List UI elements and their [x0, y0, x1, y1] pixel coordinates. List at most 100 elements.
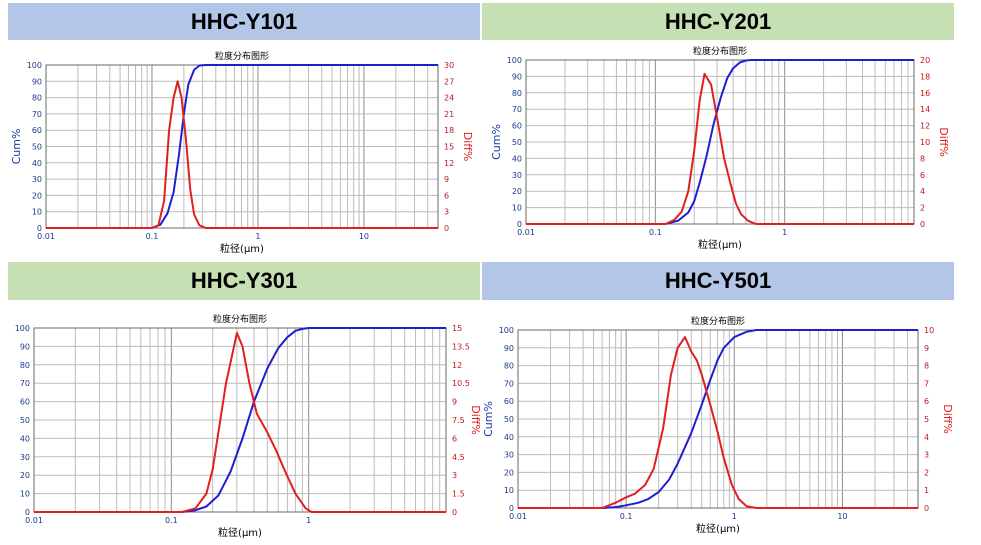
y2-tick-label: 6 [452, 434, 457, 443]
y2-tick-label: 21 [444, 110, 454, 119]
y-tick-label: 70 [32, 110, 42, 119]
y2-tick-label: 15 [452, 324, 462, 333]
chart-title: 粒度分布图形 [691, 315, 745, 327]
y2-tick-label: 1 [924, 486, 929, 495]
x-axis-label: 粒径(μm) [696, 522, 740, 535]
y-tick-label: 30 [32, 175, 42, 184]
x-tick-label: 1 [732, 512, 737, 521]
y2-tick-label: 13.5 [452, 342, 470, 351]
y-tick-label: 20 [512, 187, 522, 196]
chart-hhc-y501: 0 10 20 30 40 50 60 70 80 90 100 0 1 2 3 4 5 6 7 8 9 10 0.01 0.… [482, 315, 954, 535]
y-tick-label: 80 [504, 362, 514, 371]
y2-tick-label: 2 [920, 204, 925, 213]
panel-header: HHC-Y501 [482, 262, 954, 300]
y-tick-label: 20 [20, 471, 30, 480]
y2-tick-label: 12 [452, 361, 462, 370]
y-tick-label: 0 [509, 504, 514, 513]
y-tick-label: 20 [504, 468, 514, 477]
y-tick-label: 30 [512, 171, 522, 180]
y2-tick-label: 8 [920, 154, 925, 163]
y-axis-label: Cum% [10, 129, 23, 165]
x-tick-label: 0.01 [509, 512, 527, 521]
y2-tick-label: 16 [920, 89, 930, 98]
y-tick-label: 90 [504, 344, 514, 353]
panel-hhc-y201: HHC-Y201 0 10 20 30 40 50 60 70 80 90 100 0 2 4 6 8 10 12… [482, 3, 954, 261]
y-tick-label: 40 [20, 434, 30, 443]
y2-tick-label: 3 [444, 208, 449, 217]
y-tick-label: 10 [512, 204, 522, 213]
y-tick-label: 80 [20, 361, 30, 370]
panel-hhc-y301: HHC-Y301 0 10 20 30 40 50 60 70 80 90 100 0 1.5 3 4.5 6… [8, 262, 480, 545]
panel-hhc-y101: HHC-Y101 0 10 20 30 40 50 60 70 80 90 100 0 3 6 9 12 15 1… [8, 3, 480, 261]
y-tick-label: 50 [512, 138, 522, 147]
y-tick-label: 0 [25, 508, 30, 517]
y-tick-label: 60 [512, 122, 522, 131]
y-tick-label: 30 [504, 451, 514, 460]
y2-tick-label: 3 [452, 471, 457, 480]
y-tick-label: 60 [504, 397, 514, 406]
diff-percent-line [34, 331, 446, 513]
y2-tick-label: 20 [920, 56, 930, 65]
y2-tick-label: 14 [920, 105, 930, 114]
y-tick-label: 40 [504, 433, 514, 442]
x-tick-label: 0.1 [146, 232, 159, 241]
chart-title: 粒度分布图形 [215, 50, 269, 62]
x-tick-label: 1 [306, 516, 311, 525]
y2-tick-label: 8 [924, 362, 929, 371]
y2-tick-label: 2 [924, 468, 929, 477]
y2-tick-label: 27 [444, 77, 454, 86]
cum-percent-line [526, 59, 914, 225]
panel-header: HHC-Y101 [8, 3, 480, 40]
y2-tick-label: 6 [924, 397, 929, 406]
chart-hhc-y201: 0 10 20 30 40 50 60 70 80 90 100 0 2 4 6 8 10 12 14 16 18 20 0… [490, 45, 950, 251]
x-tick-label: 0.01 [25, 516, 43, 525]
x-axis-label: 粒径(μm) [698, 238, 742, 251]
y-tick-label: 20 [32, 191, 42, 200]
diff-percent-line [526, 72, 914, 225]
y-tick-label: 40 [32, 159, 42, 168]
y-tick-label: 30 [20, 453, 30, 462]
plot-frame [33, 327, 447, 513]
y-tick-label: 90 [32, 77, 42, 86]
y2-tick-label: 4 [920, 187, 925, 196]
x-tick-label: 0.01 [37, 232, 55, 241]
chart-hhc-y101: 0 10 20 30 40 50 60 70 80 90 100 0 3 6 9 12 15 18 21 24 27 30… [10, 50, 474, 255]
y-tick-label: 0 [37, 224, 42, 233]
y-axis-label: Cum% [8, 402, 11, 438]
y2-tick-label: 9 [452, 398, 457, 407]
y-tick-label: 70 [504, 379, 514, 388]
x-tick-label: 1 [255, 232, 260, 241]
plot-frame [525, 59, 915, 225]
y2-tick-label: 24 [444, 94, 454, 103]
y2-tick-label: 15 [444, 143, 454, 152]
cum-percent-line [518, 329, 918, 509]
y2-tick-label: 4.5 [452, 453, 465, 462]
y-tick-label: 50 [32, 143, 42, 152]
y2-tick-label: 9 [444, 175, 449, 184]
x-tick-label: 10 [837, 512, 847, 521]
y-tick-label: 100 [507, 56, 522, 65]
y2-tick-label: 4 [924, 433, 929, 442]
chart-hhc-y301: 0 10 20 30 40 50 60 70 80 90 100 0 1.5 3 4.5 6 7.5 9 10.5 1… [8, 313, 480, 539]
chart-title: 粒度分布图形 [693, 45, 747, 57]
y-tick-label: 60 [20, 398, 30, 407]
x-axis-label: 粒径(μm) [220, 242, 264, 255]
y2-tick-label: 9 [924, 344, 929, 353]
y2-tick-label: 10.5 [452, 379, 470, 388]
x-tick-label: 0.1 [165, 516, 178, 525]
y2-tick-label: 12 [920, 122, 930, 131]
y2-tick-label: 0 [920, 220, 925, 229]
y-tick-label: 70 [20, 379, 30, 388]
y2-tick-label: 18 [444, 126, 454, 135]
y-tick-label: 60 [32, 126, 42, 135]
y2-tick-label: 1.5 [452, 490, 465, 499]
y2-tick-label: 5 [924, 415, 929, 424]
x-tick-label: 0.1 [620, 512, 633, 521]
panel-header: HHC-Y301 [8, 262, 480, 300]
plot-frame [517, 329, 919, 509]
x-tick-label: 0.1 [649, 228, 662, 237]
y-axis-label: Cum% [490, 124, 503, 160]
y2-tick-label: 6 [920, 171, 925, 180]
y2-tick-label: 7 [924, 379, 929, 388]
y2-tick-label: 0 [924, 504, 929, 513]
